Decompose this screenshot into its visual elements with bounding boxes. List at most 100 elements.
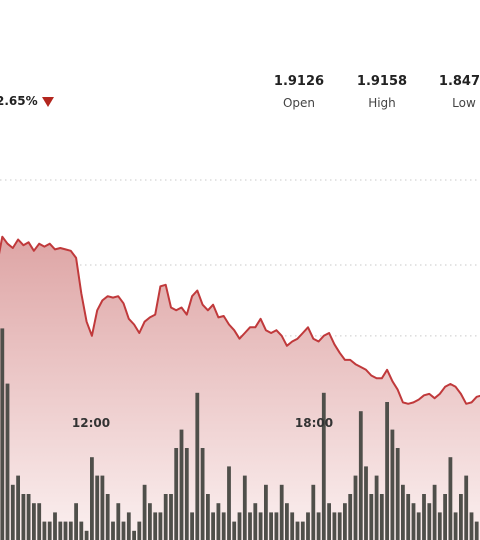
volume-bar <box>327 503 331 540</box>
open-value: 1.9126 <box>273 74 325 89</box>
volume-bar <box>332 512 337 540</box>
volume-bar <box>16 475 20 540</box>
volume-bar <box>116 503 121 540</box>
volume-bar <box>68 521 73 540</box>
volume-bar <box>406 494 411 540</box>
volume-bar <box>221 512 226 540</box>
volume-bar <box>153 512 158 540</box>
low-stat: 1.8470 Low <box>429 73 480 112</box>
volume-bars <box>0 328 479 540</box>
volume-bar <box>432 484 437 540</box>
high-stat: 1.9158 High <box>347 73 417 112</box>
volume-bar <box>300 521 305 540</box>
volume-bar <box>416 512 421 540</box>
volume-bar <box>184 448 189 540</box>
volume-bar <box>253 503 258 540</box>
down-arrow-icon <box>42 97 54 107</box>
open-label: Open <box>282 96 316 110</box>
high-value: 1.9158 <box>356 74 408 89</box>
volume-bar <box>464 475 469 540</box>
open-stat: 1.9126 Open <box>264 73 334 112</box>
volume-bar <box>158 512 163 540</box>
volume-bar <box>163 494 168 540</box>
volume-bar <box>427 503 432 540</box>
volume-bar <box>316 512 321 540</box>
volume-bar <box>443 494 447 540</box>
volume-bar <box>453 512 458 540</box>
volume-bar <box>348 494 353 540</box>
volume-bar <box>459 494 463 540</box>
volume-bar <box>79 521 84 540</box>
volume-bar <box>90 457 94 540</box>
volume-bar <box>395 448 400 540</box>
volume-bar <box>401 484 405 540</box>
change-percent: 2.65% <box>0 94 38 108</box>
volume-bar <box>74 503 78 540</box>
low-value: 1.8470 <box>438 74 480 89</box>
volume-bar <box>32 503 36 540</box>
volume-bar <box>369 494 374 540</box>
volume-bar <box>100 475 105 540</box>
volume-bar <box>385 402 389 540</box>
high-label: High <box>368 96 396 110</box>
volume-bar <box>353 475 358 540</box>
volume-bar <box>42 521 47 540</box>
volume-bar <box>264 484 268 540</box>
volume-bar <box>358 411 363 540</box>
volume-bar <box>474 521 479 540</box>
volume-bar <box>0 328 5 540</box>
volume-bar <box>295 521 300 540</box>
volume-bar <box>374 475 379 540</box>
volume-bar <box>469 512 474 540</box>
low-label: Low <box>452 96 476 110</box>
price-line <box>0 235 480 405</box>
volume-bar <box>321 392 326 540</box>
volume-bar <box>211 512 215 540</box>
volume-bar <box>311 484 316 540</box>
volume-bar <box>216 503 221 540</box>
volume-bar <box>137 521 142 540</box>
volume-bar <box>21 494 26 540</box>
volume-bar <box>58 521 63 540</box>
volume-bar <box>174 448 179 540</box>
volume-bar <box>422 494 426 540</box>
volume-bar <box>10 484 15 540</box>
volume-bar <box>105 494 110 540</box>
volume-bar <box>248 512 252 540</box>
volume-bar <box>142 484 147 540</box>
volume-bar <box>279 484 284 540</box>
volume-bar <box>121 521 126 540</box>
volume-bar <box>274 512 279 540</box>
volume-bar <box>258 512 263 540</box>
x-tick-label: 12:00 <box>72 416 110 430</box>
x-axis-labels: 12:00 18:00 <box>72 416 333 430</box>
volume-bar <box>237 512 242 540</box>
volume-bar <box>206 494 210 540</box>
volume-bar <box>337 512 342 540</box>
volume-bar <box>364 466 368 540</box>
volume-bar <box>343 503 347 540</box>
volume-bar <box>200 448 205 540</box>
volume-bar <box>290 512 295 540</box>
volume-bar <box>390 429 395 540</box>
volume-bar <box>37 503 42 540</box>
volume-bar <box>437 512 442 540</box>
volume-bar <box>84 530 89 540</box>
volume-bar <box>148 503 152 540</box>
volume-bar <box>379 494 384 540</box>
volume-bar <box>126 512 131 540</box>
volume-bar <box>285 503 289 540</box>
volume-bar <box>47 521 52 540</box>
volume-bar <box>195 392 200 540</box>
volume-bar <box>411 503 416 540</box>
volume-bar <box>5 383 10 540</box>
volume-bar <box>26 494 31 540</box>
volume-bar <box>232 521 237 540</box>
volume-bar <box>63 521 68 540</box>
volume-bar <box>227 466 231 540</box>
x-tick-label: 18:00 <box>295 416 333 430</box>
volume-bar <box>269 512 273 540</box>
volume-bar <box>242 475 247 540</box>
